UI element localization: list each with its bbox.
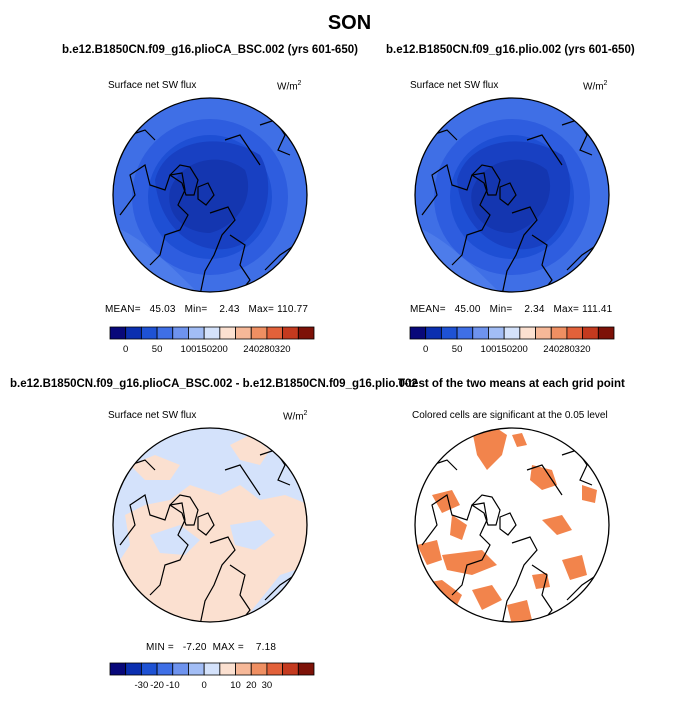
colorbar-tick-label: 50 — [152, 344, 163, 355]
colorbar-tick-label: 20 — [246, 680, 257, 691]
colorbar-swatch — [409, 326, 427, 340]
colorbar-swatch — [535, 326, 552, 340]
colorbar-swatch — [582, 326, 599, 340]
colorbar-swatch — [188, 662, 205, 676]
colorbar-swatch — [440, 326, 458, 340]
colorbar-tick-label: 50 — [452, 344, 463, 355]
colorbar-swatch — [156, 662, 174, 676]
panel-1-polar-map — [112, 97, 308, 293]
panel-3-colorbar: -30 -20 -10 0 10 20 30 — [109, 662, 315, 691]
panel-2-colorbar: 0 50 100 150 200 240 280 320 — [409, 326, 615, 355]
colorbar-tick-label: 100 — [481, 344, 497, 355]
panel-2-variable-label: Surface net SW flux — [410, 80, 499, 91]
colorbar-swatch — [503, 326, 521, 340]
colorbar-swatch — [472, 326, 489, 340]
colorbar-swatch — [140, 326, 158, 340]
panel-2-title: b.e12.B1850CN.f09_g16.plio.002 (yrs 601-… — [386, 44, 635, 56]
panel-2-polar-map — [414, 97, 610, 293]
colorbar-swatch — [219, 326, 236, 340]
colorbar-swatch — [140, 662, 158, 676]
panel-1-colorbar: 0 50 100 150 200 240 280 320 — [109, 326, 315, 355]
colorbar-tick-label: 10 — [230, 680, 241, 691]
panel-1-variable-label: Surface net SW flux — [108, 80, 197, 91]
colorbar-swatch — [172, 326, 189, 340]
colorbar-tick-label: 0 — [423, 344, 428, 355]
colorbar-swatch — [125, 326, 142, 340]
colorbar-tick-label: -10 — [166, 680, 180, 691]
panel-4-title: T-test of the two means at each grid poi… — [398, 378, 625, 390]
panel-1-title: b.e12.B1850CN.f09_g16.plioCA_BSC.002 (yr… — [62, 44, 358, 56]
panel-3-stats: MIN = -7.20 MAX = 7.18 — [146, 642, 277, 653]
colorbar-swatch — [266, 662, 284, 676]
colorbar-tick-label: -20 — [150, 680, 164, 691]
colorbar-tick-label: 240 — [243, 344, 259, 355]
panel-1-units: W/m2 — [277, 80, 302, 93]
colorbar-tick-label: 150 — [496, 344, 512, 355]
panel-3-polar-map — [112, 427, 308, 623]
colorbar-tick-label: 280 — [259, 344, 275, 355]
panel-3-variable-label: Surface net SW flux — [108, 410, 197, 421]
colorbar-swatch — [550, 326, 568, 340]
colorbar-tick-label: 320 — [275, 344, 291, 355]
colorbar-swatch — [250, 662, 268, 676]
colorbar-swatch — [125, 662, 142, 676]
colorbar-swatch — [425, 326, 442, 340]
colorbar-tick-label: 200 — [212, 344, 228, 355]
colorbar-tick-label: -30 — [135, 680, 149, 691]
panel-2-stats: MEAN= 45.00 Min= 2.34 Max= 111.41 — [410, 304, 613, 315]
colorbar-tick-label: 100 — [181, 344, 197, 355]
colorbar-swatch — [297, 326, 315, 340]
colorbar-swatch — [282, 326, 299, 340]
page-title: SON — [327, 12, 372, 34]
colorbar-swatch — [156, 326, 174, 340]
panel-4-subtitle: Colored cells are significant at the 0.0… — [412, 410, 608, 421]
colorbar-tick-label: 280 — [559, 344, 575, 355]
colorbar-swatch — [188, 326, 205, 340]
panel-4-significance-map — [414, 427, 610, 623]
colorbar-swatch — [109, 326, 127, 340]
colorbar-swatch — [203, 326, 221, 340]
panel-1-stats: MEAN= 45.03 Min= 2.43 Max= 110.77 — [105, 304, 309, 315]
colorbar-swatch — [172, 662, 189, 676]
colorbar-swatch — [250, 326, 268, 340]
colorbar-tick-label: 150 — [196, 344, 212, 355]
colorbar-tick-label: 0 — [202, 680, 207, 691]
colorbar-swatch — [109, 662, 127, 676]
colorbar-swatch — [203, 662, 221, 676]
colorbar-swatch — [235, 662, 252, 676]
panel-2-units: W/m2 — [583, 80, 608, 93]
colorbar-swatch — [266, 326, 284, 340]
colorbar-swatch — [235, 326, 252, 340]
colorbar-swatch — [297, 662, 315, 676]
panel-3-title: b.e12.B1850CN.f09_g16.plioCA_BSC.002 - b… — [10, 378, 418, 390]
colorbar-tick-label: 200 — [512, 344, 528, 355]
colorbar-tick-label: 240 — [543, 344, 559, 355]
colorbar-swatch — [519, 326, 536, 340]
colorbar-swatch — [219, 662, 236, 676]
colorbar-swatch — [597, 326, 615, 340]
colorbar-swatch — [488, 326, 505, 340]
colorbar-swatch — [566, 326, 584, 340]
colorbar-tick-label: 30 — [262, 680, 273, 691]
colorbar-tick-label: 0 — [123, 344, 128, 355]
colorbar-swatch — [456, 326, 474, 340]
panel-3-units: W/m2 — [283, 410, 308, 423]
colorbar-tick-label: 320 — [575, 344, 591, 355]
colorbar-swatch — [282, 662, 299, 676]
